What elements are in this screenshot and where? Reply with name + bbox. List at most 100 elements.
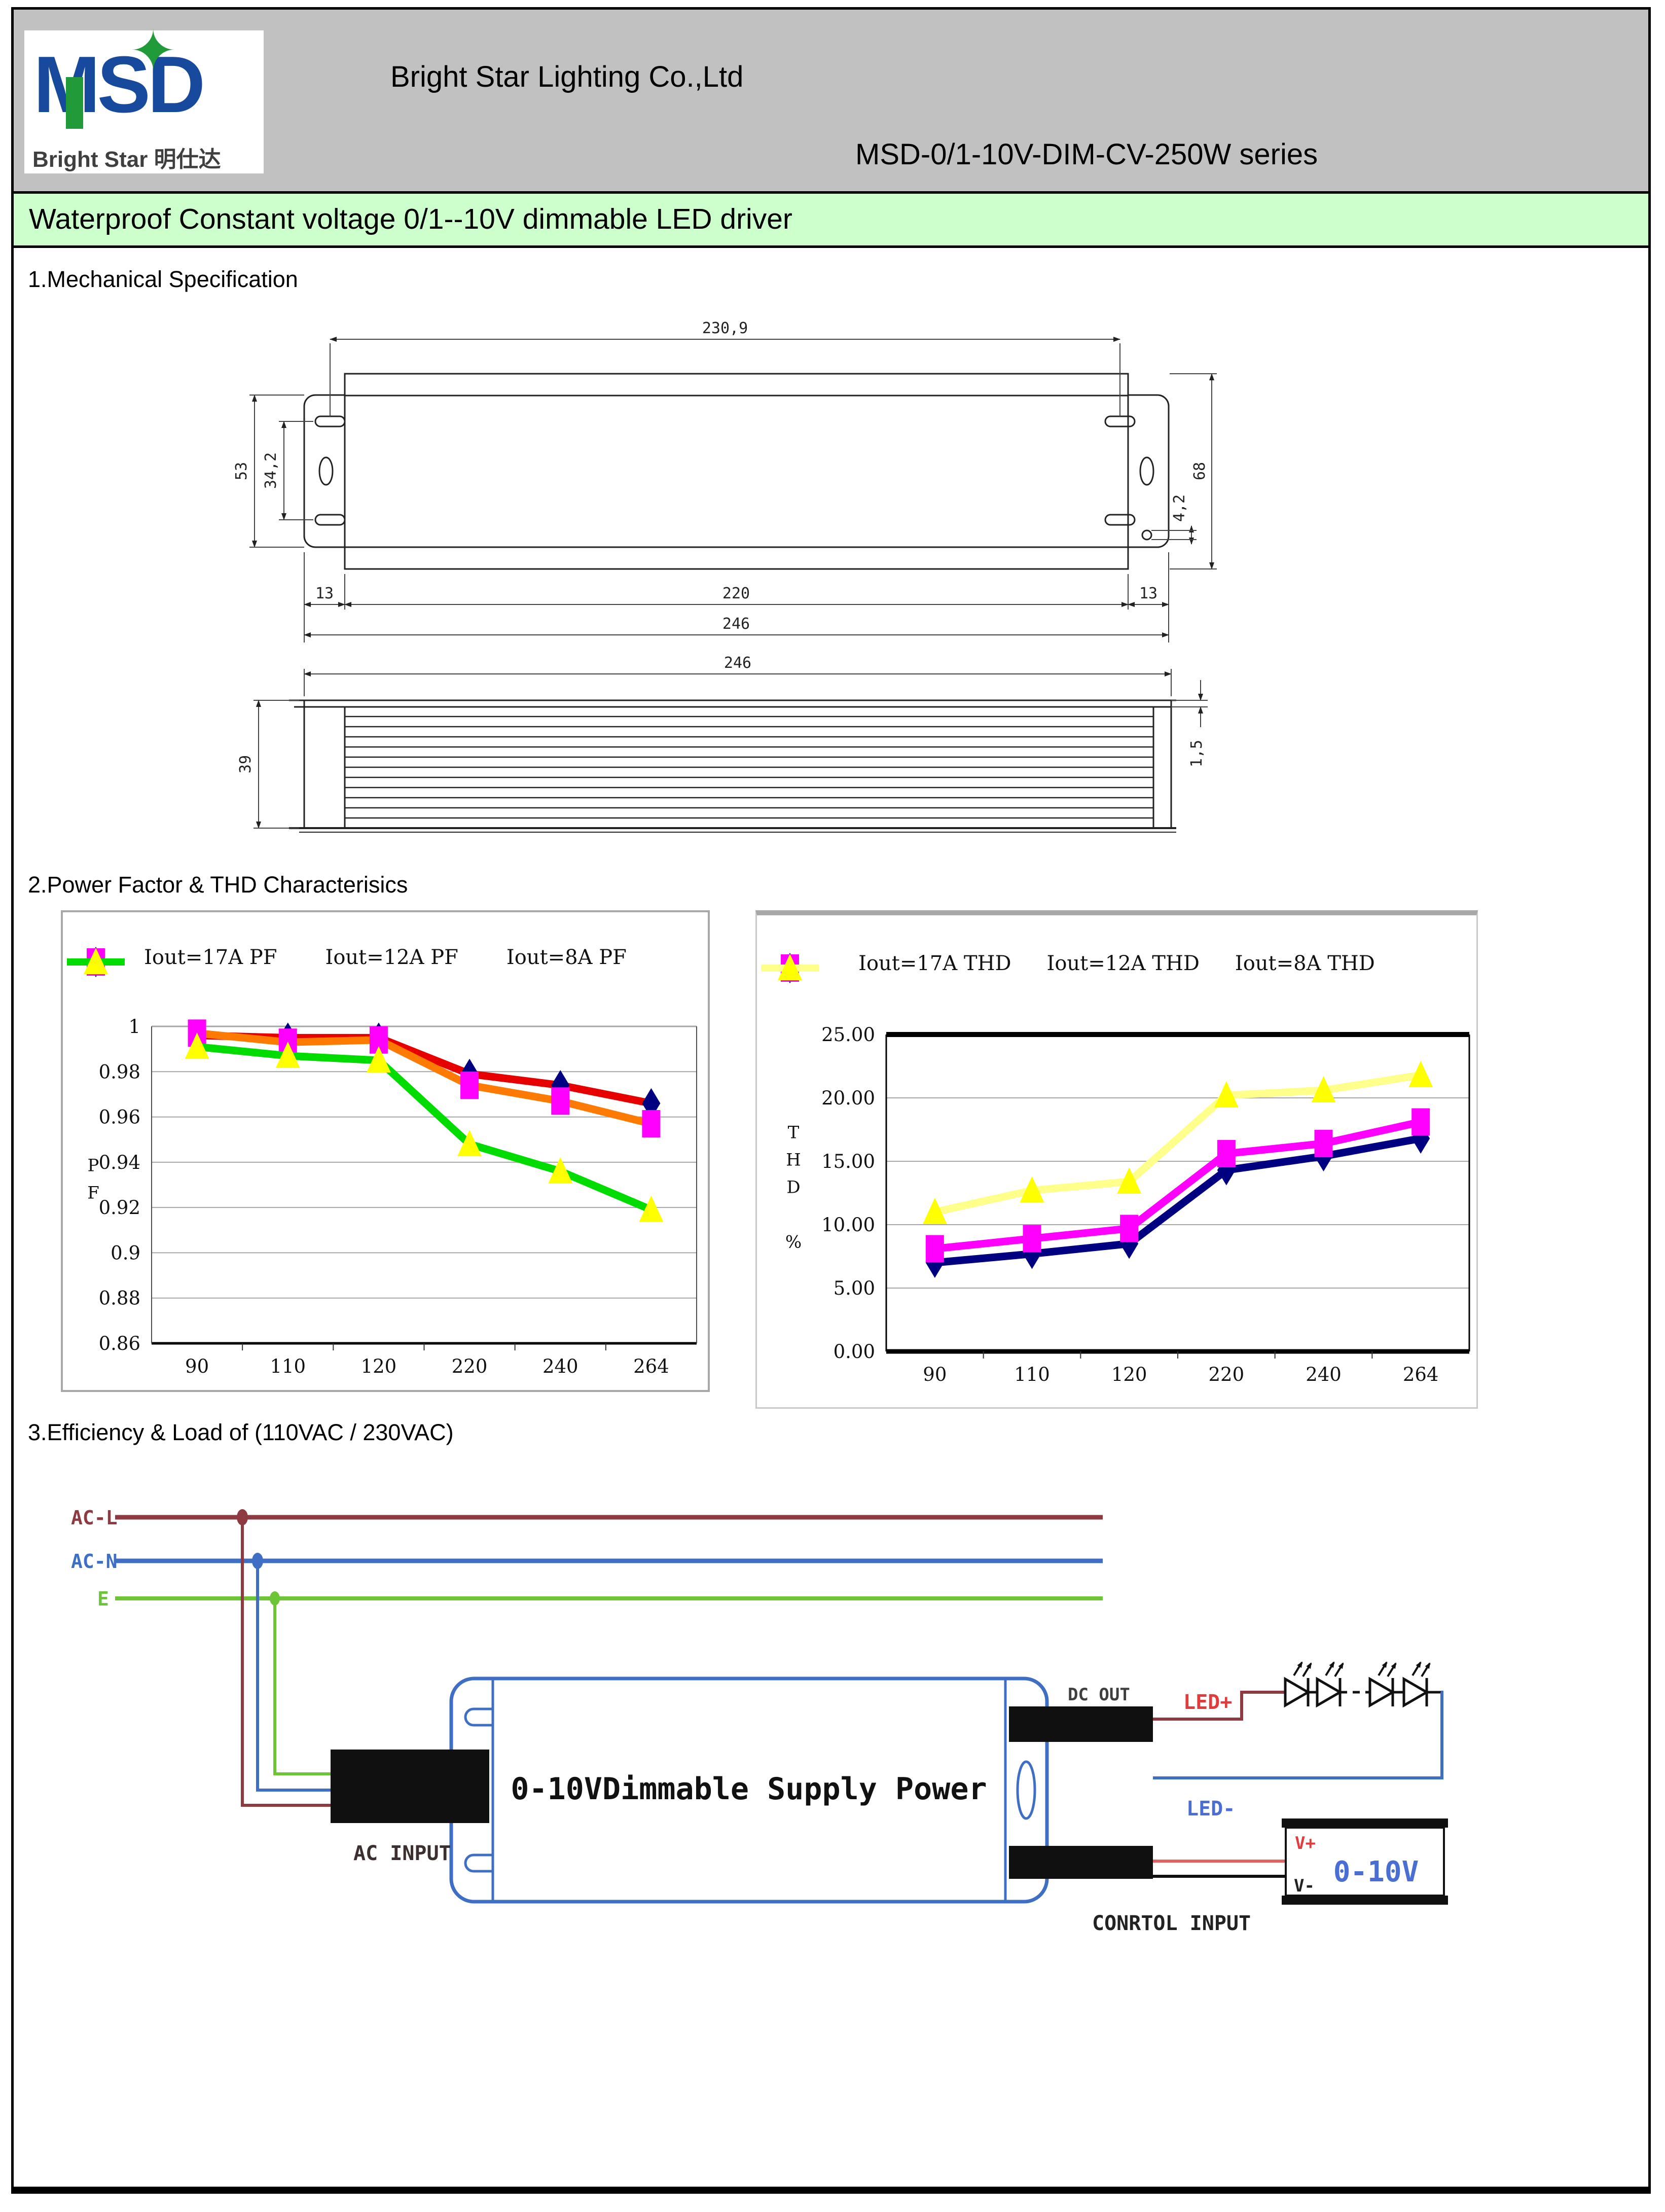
x-tick-label: 120 [361, 1355, 397, 1377]
y-tick-label: 0.96 [99, 1107, 140, 1128]
y-tick-label: 0.88 [99, 1288, 140, 1309]
y-tick-label: 0.94 [99, 1152, 140, 1173]
header: MSD ✦ Bright Star 明仕达 Bright Star Lighti… [14, 10, 1648, 191]
y-axis-title-letter: D [786, 1178, 800, 1198]
ac-input-label: AC INPUT [353, 1842, 451, 1865]
legend-label: Iout=17A THD [858, 952, 1011, 975]
legend-label: Iout=12A THD [1046, 952, 1200, 975]
dimmer-label: 0-10V [1333, 1856, 1419, 1888]
dim-slot-span: 34,2 [262, 452, 280, 489]
y-tick-label: 10.00 [821, 1214, 875, 1236]
data-point-square [1023, 1225, 1041, 1253]
earth-tap-wire [273, 1598, 331, 1775]
led-minus-label: LED- [1186, 1797, 1235, 1821]
x-tick-label: 110 [270, 1355, 306, 1377]
x-tick-label: 264 [1403, 1364, 1439, 1385]
data-point-triangle [1214, 1081, 1239, 1108]
x-tick-label: 240 [1306, 1364, 1342, 1385]
data-point-triangle [548, 1157, 573, 1184]
data-point-square [1314, 1130, 1333, 1157]
y-tick-label: 25.00 [821, 1024, 875, 1046]
x-tick-label: 220 [452, 1355, 488, 1377]
ac-neutral-label: AC-N [71, 1550, 118, 1573]
logo-msd-text: MSD [33, 40, 205, 129]
data-point-square [642, 1110, 661, 1137]
v-plus-label: V+ [1295, 1833, 1316, 1853]
control-connector [1009, 1846, 1153, 1879]
x-tick-label: 220 [1209, 1364, 1245, 1385]
data-point-triangle [84, 948, 108, 974]
y-tick-label: 0.86 [99, 1333, 140, 1354]
earth-label: E [97, 1588, 109, 1610]
y-axis-title-letter: H [786, 1150, 801, 1170]
y-tick-label: 0.9 [111, 1242, 140, 1264]
series-line [193, 1043, 655, 1214]
led-plus-wire [1153, 1691, 1285, 1721]
data-point-triangle [457, 1130, 482, 1157]
legend-label: Iout=17A PF [144, 946, 277, 969]
section-2-heading: 2.Power Factor & THD Characterisics [28, 872, 408, 898]
data-point-triangle [639, 1195, 664, 1222]
mechanical-top-view-drawing: 230,9 53 34,2 68 4,2 13 220 13 246 [233, 319, 1217, 643]
doc-title: Waterproof Constant voltage 0/1--10V dim… [29, 203, 792, 235]
dim-body-width: 220 [722, 585, 750, 602]
dim-mount-width: 230,9 [702, 319, 748, 337]
section-1-heading: 1.Mechanical Specification [28, 266, 298, 292]
dimmer-box-bottom-bar [1282, 1896, 1448, 1905]
logo-subtext: Bright Star 明仕达 [32, 147, 221, 172]
x-tick-label: 240 [542, 1355, 578, 1377]
legend-marker-icon [761, 954, 819, 980]
x-tick-label: 110 [1014, 1364, 1050, 1385]
dim-body-height: 68 [1191, 462, 1209, 480]
dim-plate-thickness: 1,5 [1188, 740, 1206, 767]
chart-plot: 1 0.98 0.96 0.94 0.92 0.9 0.88 0.86 90 110 120 220 2… [87, 1016, 697, 1377]
data-point-square [1411, 1108, 1430, 1136]
wiring-diagram: AC-L AC-N E 0-10VDimmable Supply Power A… [71, 1507, 1448, 1935]
dim-side-height: 39 [237, 755, 255, 773]
y-tick-label: 0.92 [99, 1197, 140, 1219]
led-plus-label: LED+ [1183, 1691, 1232, 1714]
dimmer-box-top-bar [1282, 1818, 1448, 1828]
x-tick-label: 120 [1111, 1364, 1147, 1385]
y-tick-label: 15.00 [821, 1151, 875, 1172]
data-point-triangle [922, 1198, 947, 1224]
logo-star-icon: ✦ [130, 20, 177, 82]
control-input-label: CONRTOL INPUT [1092, 1912, 1251, 1935]
psu-mount-slot [1016, 1760, 1036, 1820]
thd-chart: Iout=17A THD Iout=12A THD Iout=8A THD 25.00… [755, 910, 1478, 1409]
y-axis-title-letter: F [87, 1183, 99, 1203]
data-point-triangle [778, 954, 802, 980]
legend-label: Iout=12A PF [325, 946, 458, 969]
data-point-triangle [1117, 1167, 1142, 1194]
chart-plot: 25.00 20.00 15.00 10.00 5.00 0.00 90 110 120 220 2… [785, 1024, 1470, 1385]
x-tick-label: 90 [185, 1355, 209, 1377]
data-point-triangle [366, 1046, 391, 1073]
led-minus-wire [1153, 1691, 1443, 1779]
y-tick-label: 0.00 [834, 1341, 875, 1363]
chart-legend: Iout=17A PF Iout=12A PF Iout=8A PF [63, 946, 708, 977]
data-point-square [551, 1087, 570, 1115]
y-tick-label: 0.98 [99, 1061, 140, 1083]
psu-top-bracket-slot [464, 1707, 493, 1727]
legend-marker-icon [67, 948, 125, 974]
line-tap-wire [241, 1517, 331, 1807]
data-point-triangle [275, 1042, 300, 1068]
y-axis-title-letter: P [88, 1156, 99, 1176]
dim-bracket-height: 53 [233, 462, 250, 480]
y-tick-label: 1 [128, 1016, 140, 1038]
data-point-square [460, 1072, 479, 1099]
y-tick-label: 20.00 [821, 1087, 875, 1109]
series-line [931, 1071, 1425, 1216]
data-point-diamond [551, 1070, 570, 1101]
legend-item: Iout=8A THD [761, 952, 1375, 980]
section-3-heading: 3.Efficiency & Load of (110VAC / 230VAC) [28, 1419, 454, 1445]
company-name: Bright Star Lighting Co.,Ltd [390, 60, 744, 93]
y-axis-title-letter: % [785, 1232, 802, 1253]
series-line [931, 1134, 1425, 1267]
psu-label: 0-10VDimmable Supply Power [511, 1771, 987, 1807]
company-logo: MSD ✦ Bright Star 明仕达 [24, 20, 264, 173]
data-point-triangle [1020, 1176, 1044, 1203]
mechanical-side-view-drawing: 246 39 1,5 [237, 654, 1208, 833]
legend-item: Iout=8A PF [67, 946, 627, 974]
